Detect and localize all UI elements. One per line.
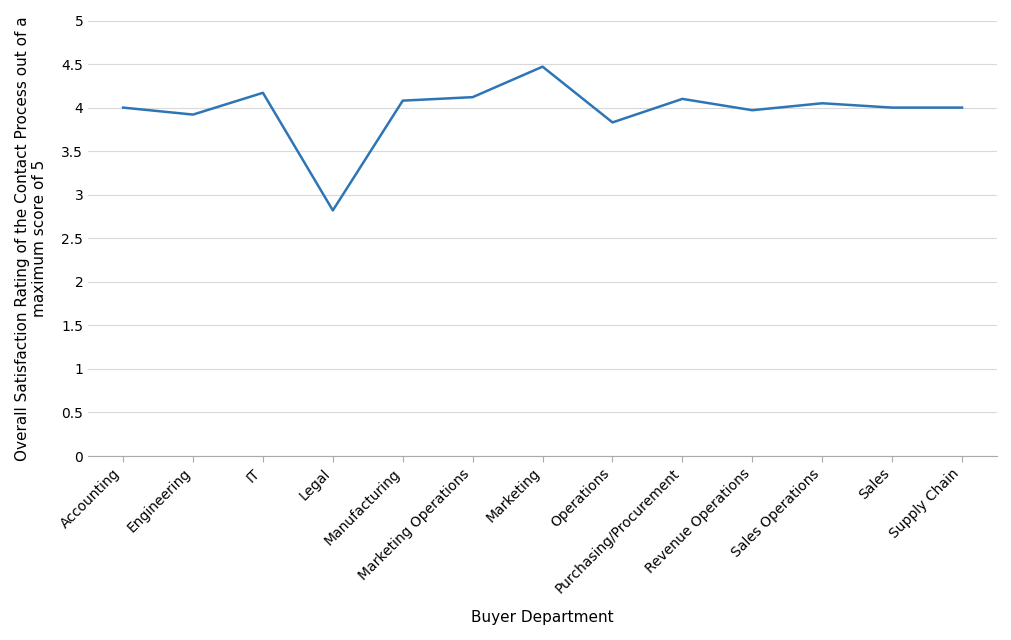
Y-axis label: Overall Satisfaction Rating of the Contact Process out of a
maximum score of 5: Overall Satisfaction Rating of the Conta… <box>15 16 48 461</box>
X-axis label: Buyer Department: Buyer Department <box>471 610 614 625</box>
